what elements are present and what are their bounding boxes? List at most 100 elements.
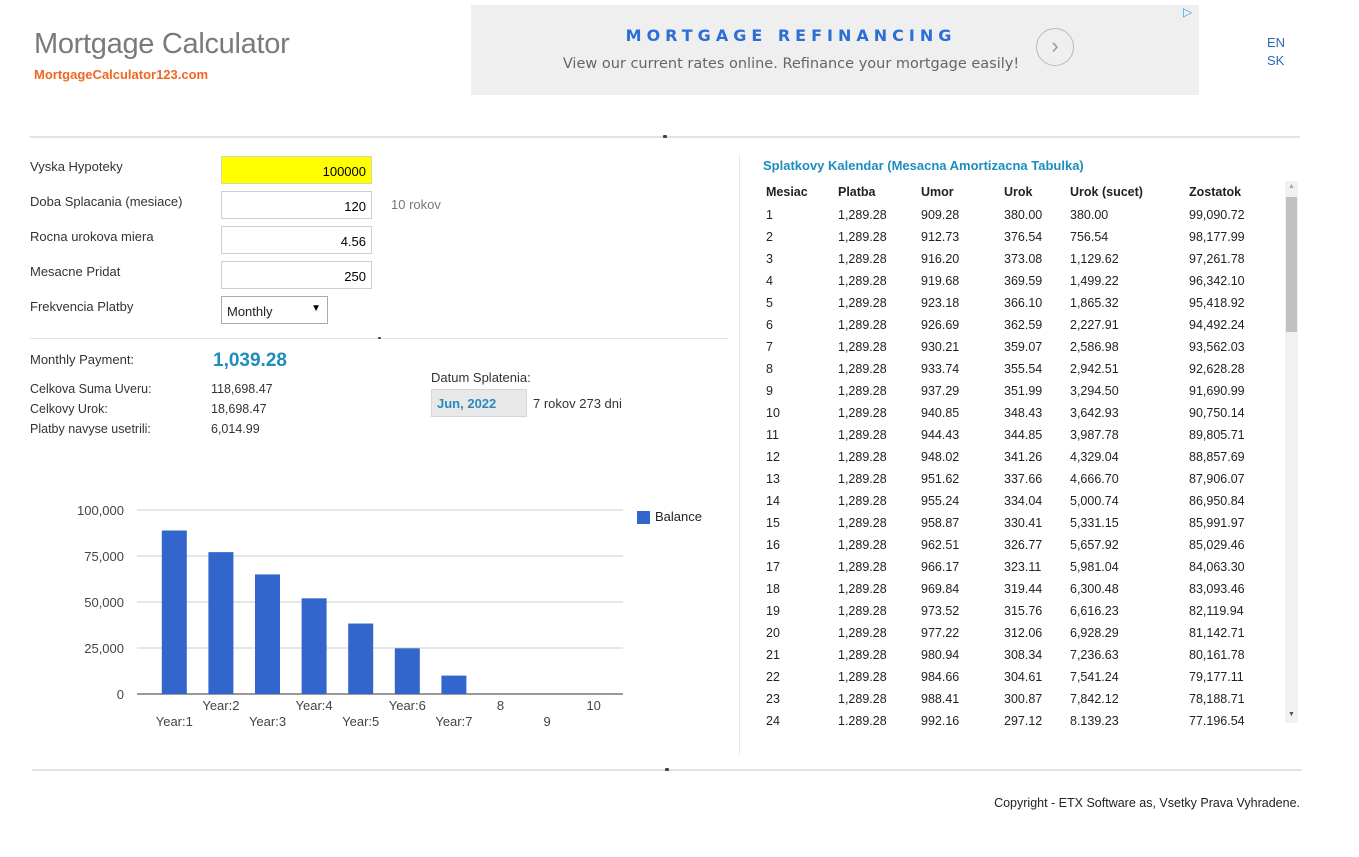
table-cell: 1,289.28 bbox=[838, 406, 887, 420]
payment-frequency-value: Monthly bbox=[227, 304, 273, 319]
x-tick-label: Year:1 bbox=[156, 714, 193, 729]
table-cell: 376.54 bbox=[1004, 230, 1043, 244]
table-cell: 1,289.28 bbox=[838, 428, 887, 442]
table-row: 20 1,289.28 977.22 312.06 6,928.29 81,142.71 bbox=[762, 622, 1285, 644]
loan-amount-input[interactable]: 100000 bbox=[221, 156, 372, 184]
table-cell: 3 bbox=[766, 252, 773, 266]
chart-bar bbox=[208, 552, 234, 694]
language-link-en[interactable]: EN bbox=[1267, 35, 1286, 50]
table-cell: 933.74 bbox=[921, 362, 960, 376]
table-row: 17 1,289.28 966.17 323.11 5,981.04 84,063.30 bbox=[762, 556, 1285, 578]
adchoices-icon[interactable]: ▷ bbox=[1183, 5, 1193, 19]
table-cell: 359.07 bbox=[1004, 340, 1043, 354]
table-cell: 2,227.91 bbox=[1070, 318, 1119, 332]
table-cell: 756.54 bbox=[1070, 230, 1109, 244]
scroll-down-arrow-icon[interactable]: ▼ bbox=[1288, 711, 1295, 718]
table-cell: 92,628.28 bbox=[1189, 362, 1245, 376]
table-cell: 4 bbox=[766, 274, 773, 288]
table-cell: 1,289.28 bbox=[838, 296, 887, 310]
table-cell: 937.29 bbox=[921, 384, 960, 398]
table-row: 16 1,289.28 962.51 326.77 5,657.92 85,029.46 bbox=[762, 534, 1285, 556]
ad-title[interactable]: MORTGAGE REFINANCING bbox=[625, 26, 957, 45]
payoff-date-value: Jun, 2022 bbox=[431, 389, 527, 417]
table-row: 14 1,289.28 955.24 334.04 5,000.74 86,950.84 bbox=[762, 490, 1285, 512]
scroll-up-arrow-icon[interactable]: ▲ bbox=[1288, 183, 1295, 190]
table-cell: 2 bbox=[766, 230, 773, 244]
chart-bar bbox=[301, 598, 327, 694]
table-cell: 297.12 bbox=[1004, 714, 1043, 725]
table-cell: 1,289.28 bbox=[838, 494, 887, 508]
table-cell: 2,586.98 bbox=[1070, 340, 1119, 354]
table-cell: 81,142.71 bbox=[1189, 626, 1245, 640]
table-cell: 13 bbox=[766, 472, 780, 486]
table-cell: 4,666.70 bbox=[1070, 472, 1119, 486]
site-url-link[interactable]: MortgageCalculator123.com bbox=[34, 67, 209, 82]
table-cell: 90,750.14 bbox=[1189, 406, 1245, 420]
table-header-row: Mesiac Platba Umor Urok Urok (sucet) Zostatok bbox=[762, 180, 1285, 204]
table-cell: 1,289.28 bbox=[838, 582, 887, 596]
divider-notch bbox=[663, 135, 667, 138]
scrollbar-thumb[interactable] bbox=[1286, 197, 1297, 332]
divider-notch bbox=[378, 337, 381, 339]
table-row: 21 1,289.28 980.94 308.34 7,236.63 80,161.78 bbox=[762, 644, 1285, 666]
table-row: 24 1,289.28 992.16 297.12 8,139.23 77,196.54 bbox=[762, 710, 1285, 725]
table-cell: 323.11 bbox=[1004, 560, 1042, 574]
balance-chart: 0 25,000 50,000 75,000 100,000 Year:1 Year:2 Ye… bbox=[77, 503, 623, 729]
total-interest-value: 18,698.47 bbox=[211, 402, 267, 416]
table-cell: 973.52 bbox=[921, 604, 960, 618]
schedule-table-container[interactable]: Mesiac Platba Umor Urok Urok (sucet) Zostatok… bbox=[762, 180, 1300, 725]
chart-bar bbox=[255, 574, 280, 694]
language-link-sk[interactable]: SK bbox=[1267, 53, 1285, 68]
table-cell: 1,289.28 bbox=[838, 274, 887, 288]
table-scrollbar[interactable]: ▲ ▼ bbox=[1285, 181, 1298, 723]
table-cell: 78,188.71 bbox=[1189, 692, 1245, 706]
table-cell: 988.41 bbox=[921, 692, 960, 706]
ad-subtitle[interactable]: View our current rates online. Refinance… bbox=[562, 56, 1020, 72]
legend-swatch-balance bbox=[637, 511, 650, 524]
table-cell: 344.85 bbox=[1004, 428, 1043, 442]
table-row: 15 1,289.28 958.87 330.41 5,331.15 85,991.97 bbox=[762, 512, 1285, 534]
table-cell: 86,950.84 bbox=[1189, 494, 1245, 508]
table-cell: 1,289.28 bbox=[838, 538, 887, 552]
loan-term-input[interactable]: 120 bbox=[221, 191, 372, 219]
table-cell: 1,289.28 bbox=[838, 318, 887, 332]
column-header: Umor bbox=[921, 185, 954, 199]
table-cell: 926.69 bbox=[921, 318, 960, 332]
payment-frequency-select[interactable]: Monthly ▼ bbox=[221, 296, 328, 324]
copyright-text: Copyright - ETX Software as, Vsetky Prav… bbox=[994, 796, 1300, 810]
table-row: 2 1,289.28 912.73 376.54 756.54 98,177.99 bbox=[762, 226, 1285, 248]
table-cell: 348.43 bbox=[1004, 406, 1043, 420]
dropdown-arrow-icon[interactable]: ▼ bbox=[311, 303, 321, 314]
interest-rate-input[interactable]: 4.56 bbox=[221, 226, 372, 254]
column-header: Urok bbox=[1004, 185, 1033, 199]
column-header: Zostatok bbox=[1189, 185, 1242, 199]
table-cell: 3,642.93 bbox=[1070, 406, 1119, 420]
table-cell: 948.02 bbox=[921, 450, 960, 464]
table-cell: 8,139.23 bbox=[1070, 714, 1119, 725]
table-cell: 966.17 bbox=[921, 560, 960, 574]
ad-banner[interactable]: MORTGAGE REFINANCING View our current ra… bbox=[471, 5, 1199, 95]
table-cell: 17 bbox=[766, 560, 780, 574]
table-cell: 7,541.24 bbox=[1070, 670, 1119, 684]
table-cell: 98,177.99 bbox=[1189, 230, 1245, 244]
table-cell: 304.61 bbox=[1004, 670, 1043, 684]
chart-bar bbox=[161, 530, 187, 694]
table-cell: 984.66 bbox=[921, 670, 960, 684]
table-cell: 308.34 bbox=[1004, 648, 1043, 662]
table-cell: 1,289.28 bbox=[838, 692, 887, 706]
table-cell: 95,418.92 bbox=[1189, 296, 1245, 310]
chevron-right-icon[interactable]: › bbox=[1036, 28, 1074, 66]
payoff-date-label: Datum Splatenia: bbox=[431, 370, 531, 385]
table-cell: 24 bbox=[766, 714, 780, 725]
table-cell: 12 bbox=[766, 450, 780, 464]
table-cell: 20 bbox=[766, 626, 780, 640]
table-cell: 85,029.46 bbox=[1189, 538, 1245, 552]
table-cell: 977.22 bbox=[921, 626, 960, 640]
table-cell: 1,289.28 bbox=[838, 472, 887, 486]
extra-payment-input[interactable]: 250 bbox=[221, 261, 372, 289]
table-cell: 11 bbox=[766, 428, 779, 442]
table-cell: 96,342.10 bbox=[1189, 274, 1245, 288]
table-cell: 18 bbox=[766, 582, 780, 596]
total-loan-value: 118,698.47 bbox=[211, 382, 273, 396]
table-cell: 21 bbox=[766, 648, 780, 662]
